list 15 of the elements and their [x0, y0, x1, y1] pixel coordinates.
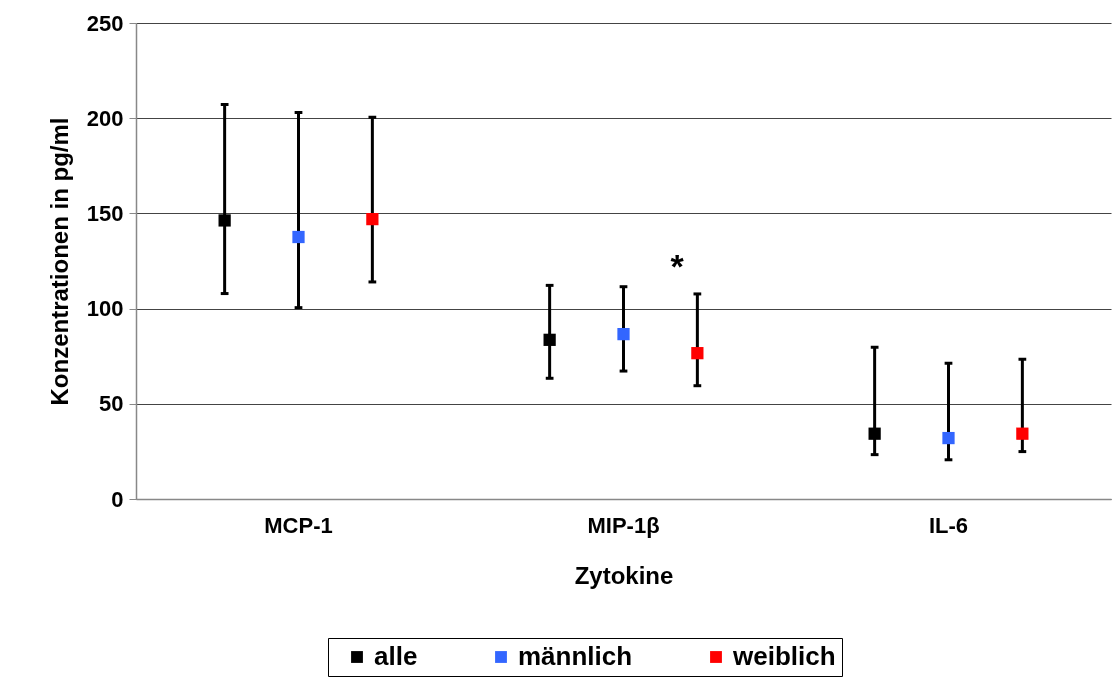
y-tick-label: 250	[86, 10, 124, 36]
y-tick-label: 200	[86, 105, 124, 131]
x-tick-label: IL-6	[928, 512, 969, 538]
annotation: *	[670, 247, 685, 285]
x-axis-title: Zytokine	[574, 561, 674, 589]
y-axis-title: Konzentrationen in pg/ml	[45, 117, 73, 406]
y-tick-label: 0	[111, 486, 124, 512]
legend-label: alle	[374, 641, 418, 671]
x-tick-label: MCP-1	[264, 512, 333, 538]
y-tick-label: 50	[99, 391, 124, 417]
legend-label: männlich	[518, 641, 633, 671]
legend-label: weiblich	[732, 641, 836, 671]
y-tick-label: 150	[86, 200, 124, 226]
x-tick-label: MIP-1β	[587, 512, 660, 538]
y-tick-label: 100	[86, 296, 124, 322]
